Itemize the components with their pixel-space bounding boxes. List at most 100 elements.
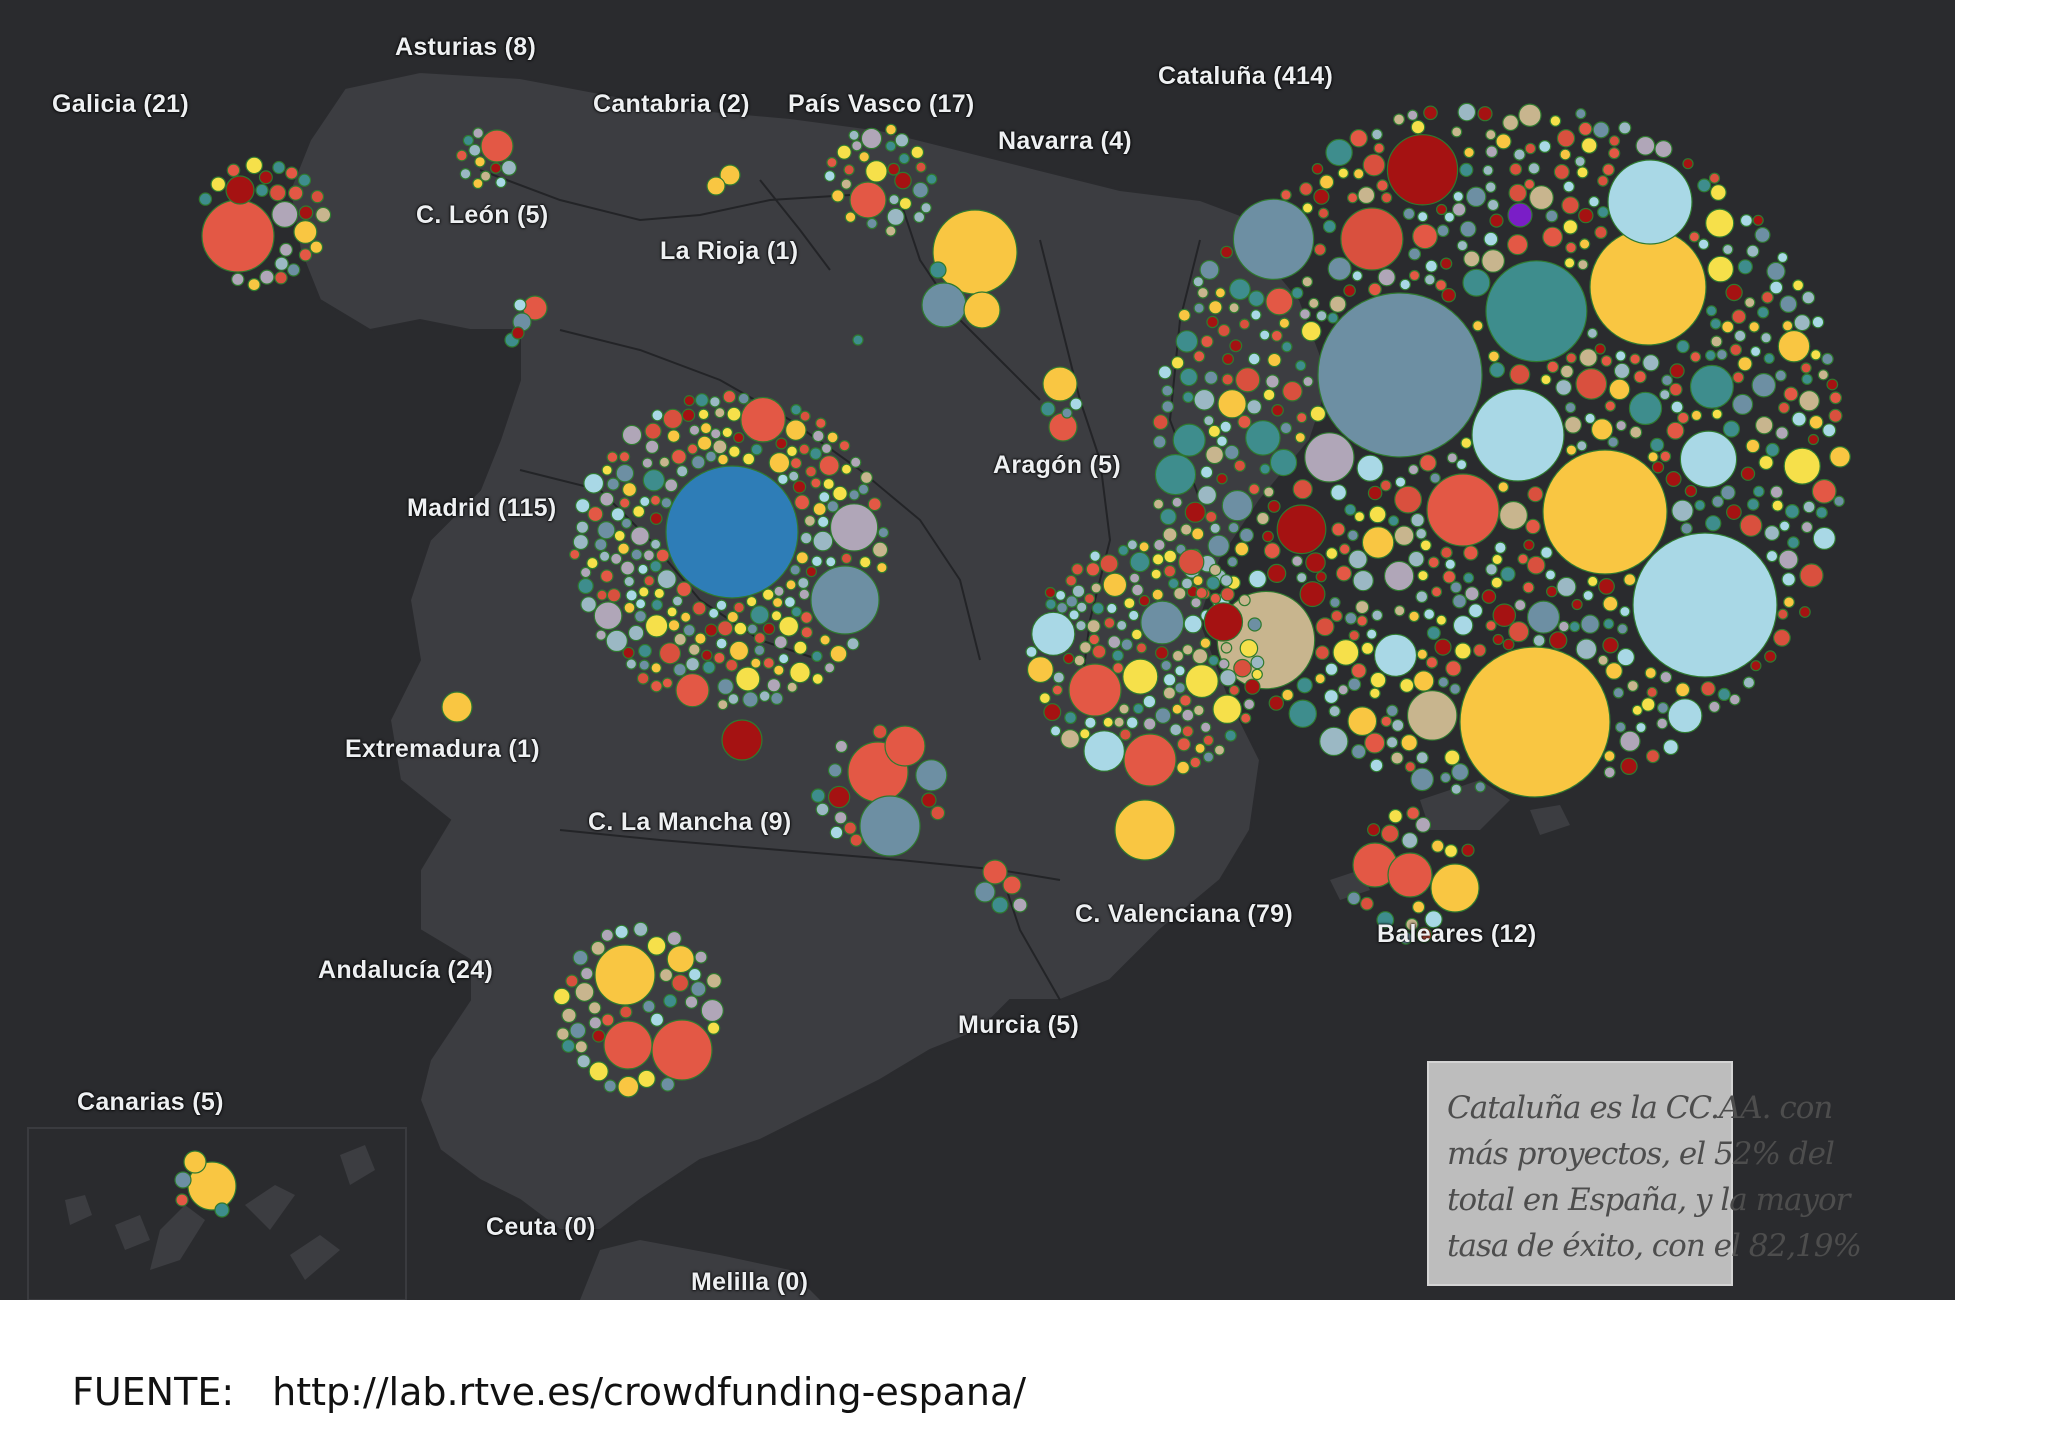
bubble-madrid bbox=[688, 424, 701, 436]
bubble-cataluna bbox=[1313, 188, 1330, 205]
bubble-madrid bbox=[660, 497, 673, 509]
bubble-cataluna bbox=[1523, 539, 1535, 551]
bubble-madrid bbox=[685, 656, 700, 672]
bubble-cataluna bbox=[1317, 292, 1483, 458]
bubble-cataluna bbox=[1752, 214, 1764, 226]
bubble-murcia bbox=[991, 896, 1009, 914]
bubble-cataluna bbox=[1330, 484, 1347, 501]
bubble-cataluna bbox=[1179, 367, 1199, 387]
bubble-baleares bbox=[1401, 832, 1419, 849]
bubble-cataluna bbox=[1802, 500, 1816, 514]
bubble-cataluna bbox=[1620, 757, 1638, 776]
bubble-cataluna bbox=[1590, 418, 1614, 441]
bubble-cataluna bbox=[1711, 408, 1723, 420]
bubble-cataluna bbox=[1237, 414, 1252, 429]
bubble-valenciana bbox=[1193, 704, 1205, 717]
bubble-baleares bbox=[1399, 931, 1413, 945]
bubble-cataluna bbox=[1328, 705, 1341, 718]
bubble-madrid bbox=[770, 691, 784, 706]
bubble-madrid bbox=[733, 432, 745, 444]
bubble-cataluna bbox=[1426, 625, 1441, 640]
label-navarra: Navarra (4) bbox=[998, 127, 1132, 155]
bubble-madrid bbox=[786, 681, 798, 693]
bubble-cataluna bbox=[1279, 421, 1293, 435]
bubble-madrid bbox=[715, 637, 728, 650]
bubble-cataluna bbox=[1772, 628, 1791, 647]
bubble-cataluna bbox=[1654, 140, 1673, 159]
label-cataluna: Cataluña (414) bbox=[1158, 62, 1334, 90]
bubble-c-leon bbox=[513, 298, 527, 312]
bubble-madrid bbox=[623, 601, 636, 614]
bubble-cataluna bbox=[1462, 268, 1491, 297]
bubble-cataluna bbox=[1366, 628, 1378, 640]
bubble-cataluna bbox=[1528, 185, 1554, 211]
bubble-cataluna bbox=[1688, 231, 1701, 243]
bubble-valenciana bbox=[1205, 575, 1221, 591]
bubble-cataluna bbox=[1613, 362, 1631, 380]
bubble-madrid bbox=[575, 520, 590, 534]
bubble-cataluna bbox=[1597, 175, 1609, 187]
bubble-cataluna bbox=[1492, 603, 1517, 627]
bubble-madrid bbox=[644, 439, 660, 454]
bubble-cataluna bbox=[1744, 296, 1756, 309]
bubble-cataluna bbox=[1224, 444, 1240, 461]
bubble-cataluna bbox=[1271, 403, 1284, 417]
bubble-madrid bbox=[594, 537, 608, 552]
bubble-cataluna bbox=[1351, 270, 1363, 282]
bubble-valenciana bbox=[1064, 711, 1077, 725]
bubble-valenciana bbox=[1128, 572, 1141, 584]
bubble-cataluna bbox=[1704, 349, 1717, 361]
source-url[interactable]: http://lab.rtve.es/crowdfunding-espana/ bbox=[272, 1370, 1027, 1414]
bubble-cataluna bbox=[1710, 335, 1723, 348]
bubble-cataluna bbox=[1449, 683, 1461, 695]
bubble-valenciana bbox=[1244, 678, 1261, 695]
bubble-cataluna bbox=[1203, 415, 1215, 427]
bubble-madrid bbox=[717, 453, 729, 466]
bubble-valenciana bbox=[1138, 594, 1151, 607]
bubble-valenciana bbox=[1243, 698, 1256, 711]
label-melilla: Melilla (0) bbox=[691, 1268, 809, 1296]
bubble-cataluna bbox=[1756, 306, 1770, 319]
bubble-cataluna bbox=[1725, 283, 1743, 302]
bubble-cataluna bbox=[1597, 654, 1609, 666]
bubble-cataluna bbox=[1671, 499, 1694, 522]
bubble-cataluna bbox=[1575, 368, 1608, 400]
bubble-cataluna bbox=[1731, 309, 1747, 325]
bubble-extremadura bbox=[441, 691, 473, 723]
bubble-madrid bbox=[638, 586, 650, 598]
bubble-cataluna bbox=[1161, 384, 1174, 397]
bubble-cataluna bbox=[1546, 360, 1560, 374]
bubble-cataluna bbox=[1219, 420, 1232, 433]
bubble-madrid bbox=[606, 451, 619, 464]
bubble-cataluna bbox=[1367, 282, 1382, 297]
bubble-cataluna bbox=[1330, 609, 1343, 623]
bubble-la-mancha bbox=[810, 788, 826, 803]
bubble-madrid bbox=[649, 494, 662, 506]
bubble-cataluna bbox=[1549, 114, 1562, 127]
bubble-madrid bbox=[664, 478, 679, 493]
bubble-cataluna bbox=[1484, 181, 1497, 193]
bubble-madrid bbox=[694, 632, 707, 645]
bubble-cataluna bbox=[1576, 440, 1588, 452]
bubble-madrid bbox=[768, 451, 791, 474]
bubble-madrid bbox=[822, 477, 835, 491]
bubble-cataluna bbox=[1670, 400, 1684, 414]
bubble-cataluna bbox=[1408, 269, 1421, 282]
bubble-cataluna bbox=[1391, 718, 1405, 732]
bubble-pais-vasco bbox=[843, 164, 855, 176]
bubble-cataluna bbox=[1508, 183, 1528, 203]
bubble-valenciana bbox=[1099, 554, 1119, 574]
bubble-cataluna bbox=[1404, 761, 1416, 773]
bubble-madrid bbox=[733, 601, 745, 614]
bubble-madrid bbox=[671, 448, 687, 465]
bubble-cataluna bbox=[1666, 421, 1685, 440]
bubble-cataluna bbox=[1154, 453, 1197, 496]
bubble-galicia bbox=[309, 240, 324, 254]
bubble-cantabria bbox=[719, 164, 741, 186]
bubble-cataluna bbox=[1175, 330, 1199, 353]
bubble-cataluna bbox=[1315, 571, 1327, 583]
bubble-valenciana bbox=[1213, 744, 1226, 756]
bubble-cataluna bbox=[1548, 631, 1568, 650]
bubble-cataluna bbox=[1387, 515, 1400, 527]
bubble-cataluna bbox=[1647, 451, 1659, 463]
